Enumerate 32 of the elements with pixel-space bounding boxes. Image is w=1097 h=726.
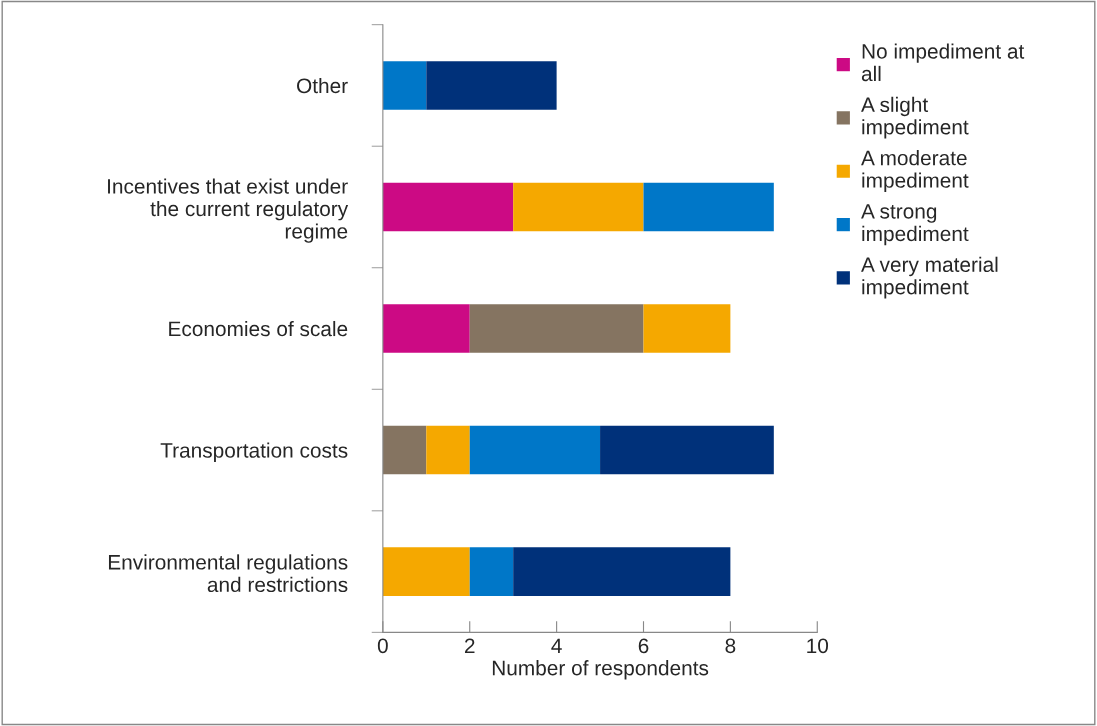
bar (382, 425, 427, 475)
bar (469, 304, 644, 353)
bar (600, 425, 774, 475)
y-tick-label: Transportation costs (160, 442, 348, 462)
legend-label: A very material impediment (861, 256, 998, 299)
legend-label: A moderate impediment (861, 150, 969, 192)
bar (513, 547, 731, 596)
bar (643, 304, 731, 353)
bar (469, 425, 601, 475)
x-tick-label: 10 (807, 638, 829, 654)
y-tick-label: Other (297, 77, 348, 94)
x-axis-title: Number of respondents (492, 660, 709, 680)
bar (382, 547, 470, 596)
bar (426, 425, 470, 475)
bar (382, 182, 514, 232)
x-tick-label: 8 (725, 638, 736, 654)
bar (382, 61, 427, 110)
x-tick-label: 6 (638, 638, 649, 654)
x-tick-label: 0 (377, 638, 388, 654)
x-tick-label: 2 (464, 638, 475, 653)
bar (469, 547, 514, 596)
legend-label: A slight impediment (861, 96, 969, 139)
y-tick-label: Incentives that exist under the current regulatory regime (108, 178, 349, 243)
y-tick-label: Environmental regulations and restrictions (108, 554, 348, 593)
x-tick-label: 4 (551, 638, 562, 653)
y-tick-label: Economies of scale (169, 320, 348, 337)
bar (513, 182, 644, 232)
legend-label: No impediment at all (861, 43, 1025, 82)
bar (643, 182, 774, 232)
bar (426, 61, 557, 110)
legend-label: A strong impediment (861, 204, 969, 246)
bar (382, 304, 470, 353)
